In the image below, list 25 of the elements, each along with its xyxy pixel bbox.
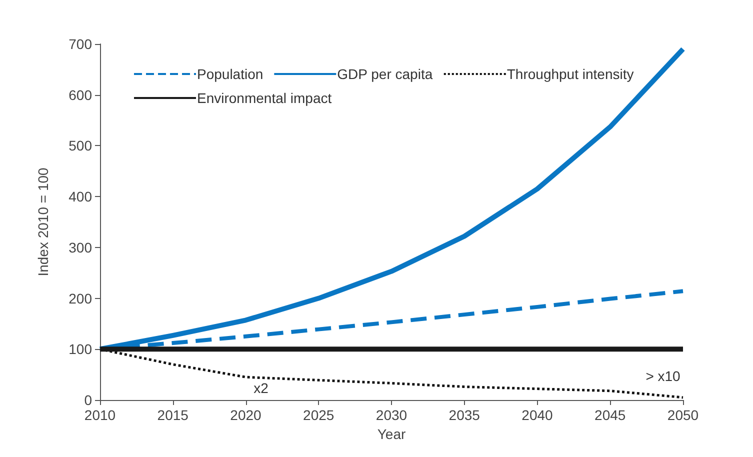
y-tick-label: 500: [68, 138, 92, 154]
y-tick-label: 0: [84, 392, 92, 408]
x-tick-label: 2045: [594, 407, 626, 423]
x-axis-title: Year: [377, 426, 406, 442]
x-tick-label: 2035: [448, 407, 480, 423]
legend-label: Population: [197, 66, 264, 82]
legend-label: Environmental impact: [197, 90, 332, 106]
legend-label: GDP per capita: [337, 66, 433, 82]
y-tick-label: 300: [68, 239, 92, 256]
x-tick-label: 2030: [376, 407, 408, 423]
y-tick-label: 700: [68, 36, 92, 52]
annotation: > x10: [646, 368, 681, 384]
y-axis-title: Index 2010 = 100: [35, 167, 51, 276]
y-tick-label: 400: [68, 188, 92, 205]
x-tick-label: 2010: [84, 407, 116, 423]
y-tick-label: 600: [68, 86, 92, 103]
x-tick-label: 2040: [522, 407, 554, 423]
legend-label: Throughput intensity: [506, 66, 634, 82]
x-tick-label: 2025: [303, 407, 334, 423]
y-tick-label: 100: [68, 341, 92, 358]
x-tick-label: 2050: [667, 407, 699, 423]
x-tick-label: 2015: [157, 407, 189, 423]
x-tick-label: 2020: [230, 407, 262, 423]
annotation: x2: [254, 380, 269, 396]
y-tick-label: 200: [68, 290, 92, 306]
